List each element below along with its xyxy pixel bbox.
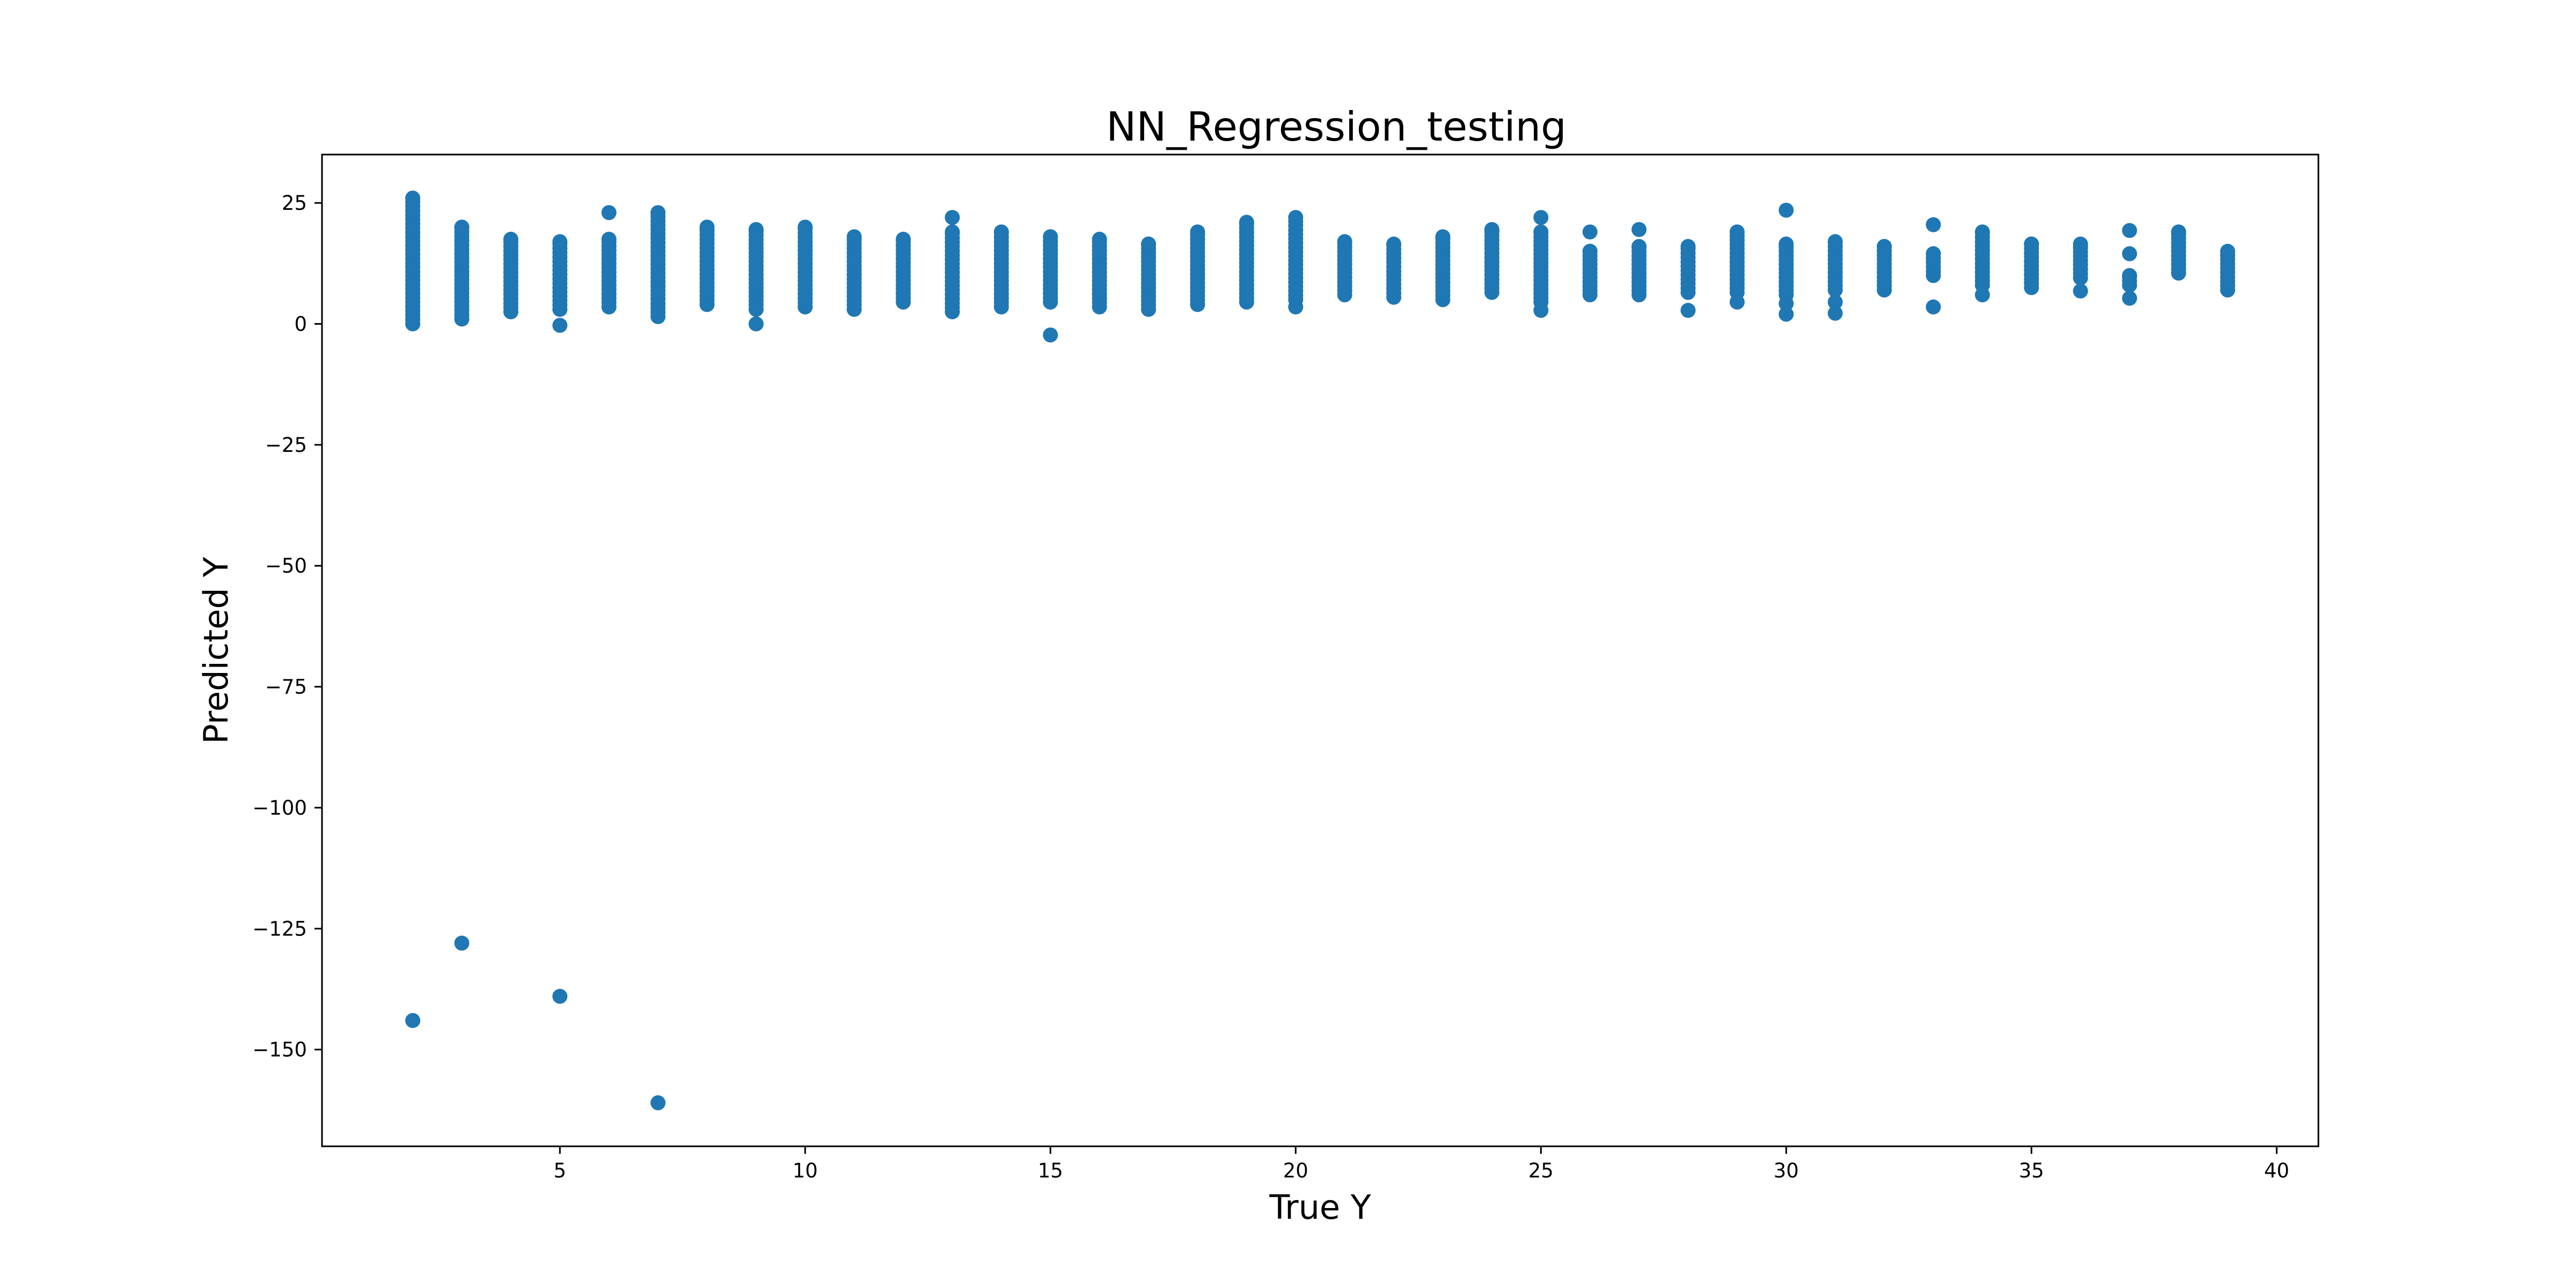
scatter-point [1239,215,1254,230]
scatter-point [2073,283,2088,299]
scatter-point [2171,224,2186,240]
scatter-point [1827,305,1843,321]
scatter-point [2024,236,2039,252]
scatter-point [1827,234,1843,250]
scatter-point [1484,222,1499,237]
x-axis-label: True Y [1269,1188,1371,1227]
scatter-point [846,229,862,245]
scatter-point [896,231,911,247]
plot-frame [321,153,2319,1147]
scatter-point [1092,231,1107,247]
scatter-point [1582,224,1598,240]
scatter-point [748,316,764,332]
x-tick-label: 15 [1038,1159,1063,1182]
scatter-point [552,989,568,1004]
scatter-point [1288,210,1304,225]
scatter-point [1729,224,1745,240]
scatter-point [1043,327,1058,343]
scatter-point [1631,222,1647,237]
scatter-point [1974,224,1990,240]
y-tick-label: −50 [265,554,307,577]
x-tick-label: 35 [2019,1159,2044,1182]
scatter-point [2122,246,2138,261]
scatter-point [1779,236,1794,252]
scatter-point [1533,224,1549,240]
scatter-point [1729,294,1745,310]
scatter-point [2073,236,2088,252]
scatter-point [601,231,617,247]
scatter-point [945,224,960,240]
scatter-point [405,1013,421,1028]
scatter-point [1288,299,1304,314]
scatter-point [1926,246,1941,261]
scatter-point [1779,202,1794,218]
y-tick-label: 0 [294,313,307,336]
scatter-point [454,935,470,951]
x-tick-label: 25 [1528,1159,1554,1182]
scatter-point [601,205,617,221]
y-tick-label: −125 [252,917,307,940]
scatter-point [405,191,421,206]
scatter-point [993,224,1009,240]
y-tick-label: 25 [282,192,307,215]
x-tick-label: 5 [554,1159,567,1182]
scatter-point [1680,239,1696,254]
data-points [405,191,2235,1110]
scatter-point [552,234,568,250]
scatter-point [1533,210,1549,225]
scatter-point [2220,244,2235,259]
scatter-point [1533,303,1549,318]
scatter-point [1926,299,1941,314]
scatter-point [552,318,568,333]
x-tick-label: 30 [1774,1159,1799,1182]
y-tick-label: −150 [252,1038,307,1062]
scatter-point [1582,244,1598,259]
scatter-point [454,219,470,235]
scatter-point [1827,294,1843,310]
scatter-point [1631,239,1647,254]
y-axis-ticks: 25 0 −25 −50 −75 −100 −125 −150 [252,192,322,1062]
scatter-point [1337,234,1352,250]
scatter-point [2122,223,2138,238]
scatter-point [650,1095,666,1110]
scatter-point [2122,290,2138,306]
y-axis-label: Predicted Y [196,557,236,744]
scatter-point [650,205,666,221]
chart-title: NN_Regression_testing [1106,103,1566,150]
scatter-point [1141,236,1157,252]
scatter-point [1877,239,1892,254]
x-tick-label: 20 [1283,1159,1308,1182]
scatter-point [1779,296,1794,311]
scatter-point [1926,217,1941,232]
scatter-point [797,219,813,235]
scatter-point [2122,268,2138,283]
scatter-point [1386,236,1402,252]
scatter-point [748,222,764,237]
x-tick-label: 10 [793,1159,818,1182]
scatter-point [1043,229,1058,245]
scatter-point [945,210,960,225]
scatter-point [503,231,518,247]
scatter-point [1779,306,1794,322]
scatter-point [1190,224,1205,240]
scatter-point [1435,229,1451,245]
x-axis-ticks: 5 10 15 20 25 30 35 40 [554,1146,2289,1182]
y-tick-label: −25 [265,434,307,457]
scatter-point [1974,287,1990,303]
y-tick-label: −75 [265,676,307,699]
y-tick-label: −100 [252,796,307,819]
scatter-point [1680,303,1696,318]
x-tick-label: 40 [2264,1159,2289,1182]
scatter-point [699,219,715,235]
